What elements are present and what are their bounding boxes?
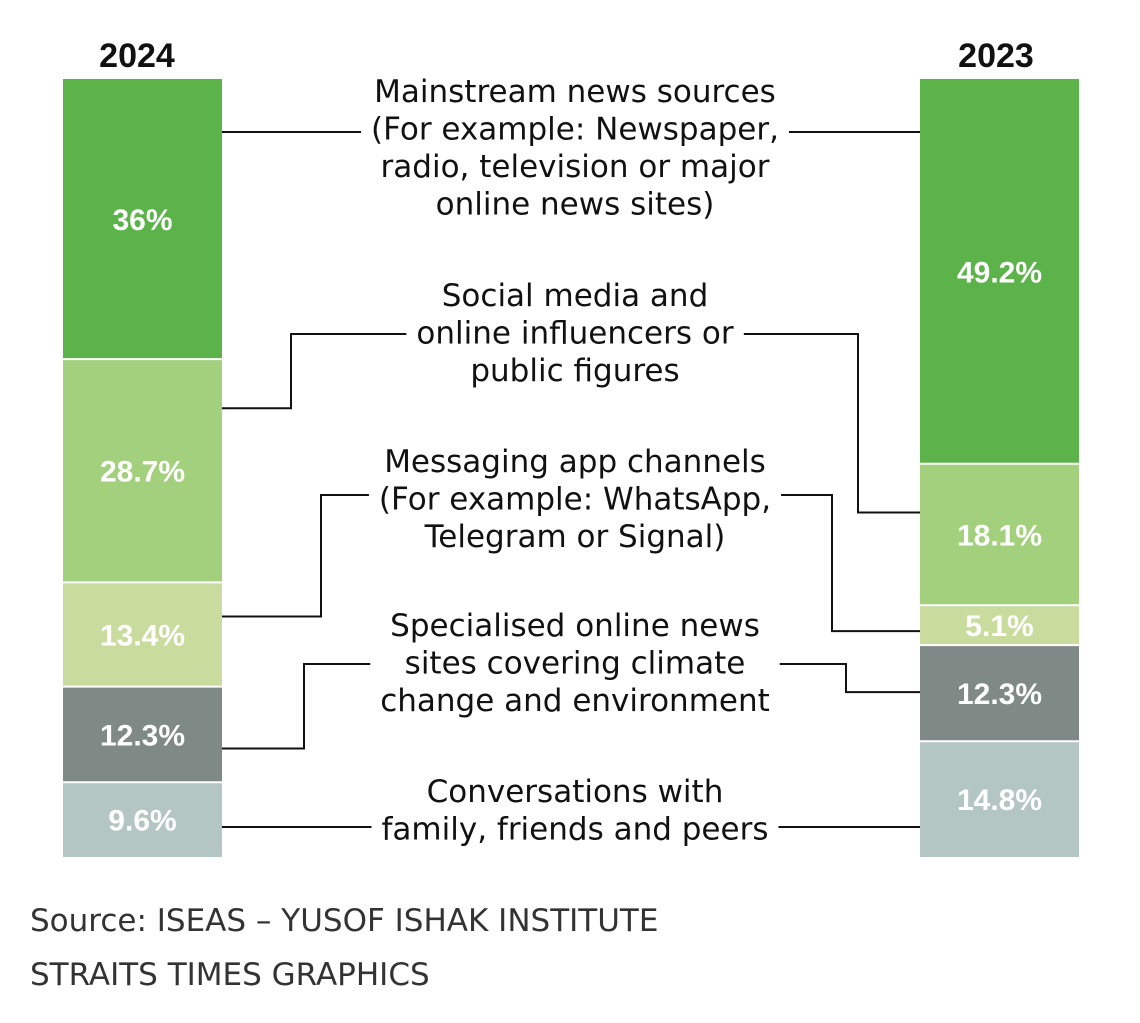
- bar-segment-2023-1: [920, 79, 1079, 464]
- category-label-2: Social media and online influencers or pub…: [416, 278, 733, 389]
- bar-segment-2023-4: [920, 645, 1079, 742]
- bar-segment-2023-3: [920, 605, 1079, 646]
- value-label-2023-1: 49.2%: [957, 256, 1042, 289]
- bar-segment-2024-3: [63, 582, 222, 687]
- bar-segment-2024-2: [63, 359, 222, 583]
- value-label-2024-4: 12.3%: [100, 719, 185, 752]
- bar-2023: 49.2% 18.1% 5.1% 12.3% 14.8%: [920, 79, 1079, 857]
- value-label-2023-3: 5.1%: [965, 610, 1033, 643]
- stacked-bar-chart: 2024 2023 36% 28.7% 13.4% 12.3% 9.6% 49.2% 18…: [63, 37, 1079, 857]
- value-label-2023-2: 18.1%: [957, 519, 1042, 552]
- year-label-2023: 2023: [958, 37, 1034, 75]
- leader-line-right-3: [781, 494, 920, 633]
- leader-lines: [222, 131, 920, 828]
- bar-segment-2024-4: [63, 686, 222, 783]
- category-label-4: Specialised online news sites covering cl…: [380, 608, 770, 719]
- leader-line-left-4: [222, 663, 371, 750]
- bar-segment-2023-5: [920, 741, 1079, 857]
- bar-segment-2023-2: [920, 463, 1079, 606]
- bar-2024: 36% 28.7% 13.4% 12.3% 9.6%: [63, 79, 222, 857]
- value-label-2024-1: 36%: [112, 204, 172, 237]
- leader-line-left-2: [222, 333, 407, 410]
- value-label-2024-3: 13.4%: [100, 619, 185, 652]
- leader-line-left-3: [222, 494, 369, 618]
- bar-segment-2024-5: [63, 782, 222, 857]
- value-label-2024-2: 28.7%: [100, 456, 185, 489]
- source-note: Source: ISEAS – YUSOF ISHAK INSTITUTE: [30, 903, 659, 939]
- graphics-credit: STRAITS TIMES GRAPHICS: [30, 957, 430, 993]
- category-label-1: Mainstream news sources (For example: New…: [371, 74, 779, 223]
- leader-line-right-2: [743, 333, 920, 514]
- leader-line-right-4: [779, 663, 920, 694]
- category-label-5: Conversations with family, friends and pe…: [382, 774, 769, 848]
- year-label-2024: 2024: [99, 37, 175, 75]
- value-label-2023-5: 14.8%: [957, 784, 1042, 817]
- category-labels: Mainstream news sources (For example: New…: [371, 74, 779, 848]
- bar-segment-2024-1: [63, 79, 222, 360]
- value-label-2024-5: 9.6%: [108, 805, 176, 838]
- value-label-2023-4: 12.3%: [957, 678, 1042, 711]
- category-label-3: Messaging app channels (For example: What…: [379, 444, 771, 555]
